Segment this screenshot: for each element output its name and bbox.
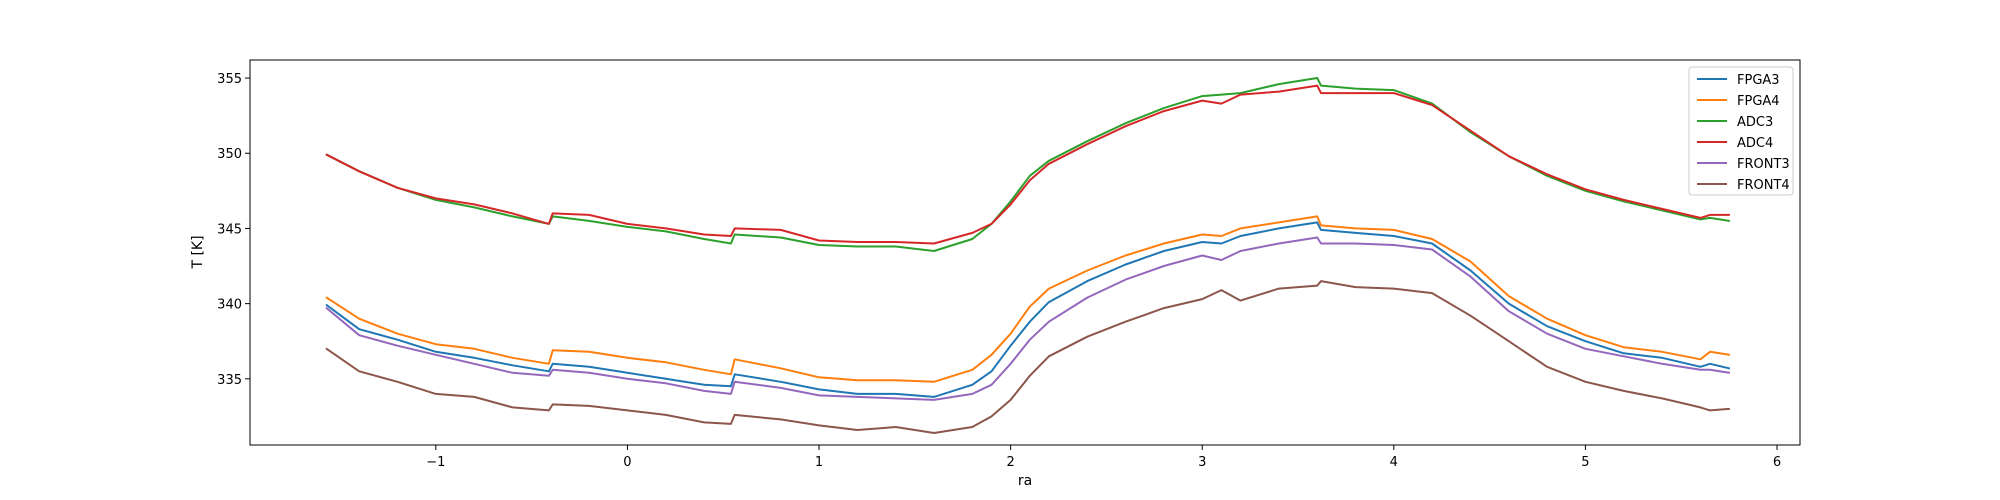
plot-area-frame [249,59,1801,446]
series-line-front4 [325,280,1731,434]
y-tick-label: 350 [217,147,242,162]
legend-label-front3: FRONT3 [1737,157,1790,172]
x-tick-label: 4 [1390,455,1398,470]
legend-label-adc3: ADC3 [1737,115,1773,130]
series-line-adc4 [325,84,1731,245]
x-tick-label: 3 [1198,455,1206,470]
x-tick-label: −1 [426,455,445,470]
legend-label-fpga4: FPGA4 [1737,94,1780,109]
y-axis-label: T [K] [190,235,206,269]
legend-label-fpga3: FPGA3 [1737,73,1780,88]
series-line-adc3 [325,77,1731,252]
series-line-fpga3 [325,221,1731,398]
x-tick-label: 2 [1006,455,1014,470]
legend: FPGA3 FPGA4 ADC3 ADC4 FRONT3 FRONT4 [1688,66,1794,196]
series-line-fpga4 [325,215,1731,383]
y-tick-label: 355 [217,72,242,87]
y-tick-label: 335 [217,373,242,388]
y-tick-label: 345 [217,222,242,237]
x-tick-label: 0 [623,455,631,470]
series-layer [325,77,1731,434]
x-axis-label: ra [1018,473,1032,489]
y-axis-ticks: 335 340 345 350 355 [217,72,250,388]
x-tick-label: 5 [1581,455,1589,470]
legend-items: FPGA3 FPGA4 ADC3 ADC4 FRONT3 FRONT4 [1697,73,1790,193]
x-tick-label: 6 [1773,455,1781,470]
series-line-front3 [325,236,1731,401]
legend-label-front4: FRONT4 [1737,178,1790,193]
legend-label-adc4: ADC4 [1737,136,1773,151]
x-axis-ticks: −1 0 1 2 3 4 5 6 [426,445,1781,470]
x-tick-label: 1 [815,455,823,470]
y-tick-label: 340 [217,298,242,313]
